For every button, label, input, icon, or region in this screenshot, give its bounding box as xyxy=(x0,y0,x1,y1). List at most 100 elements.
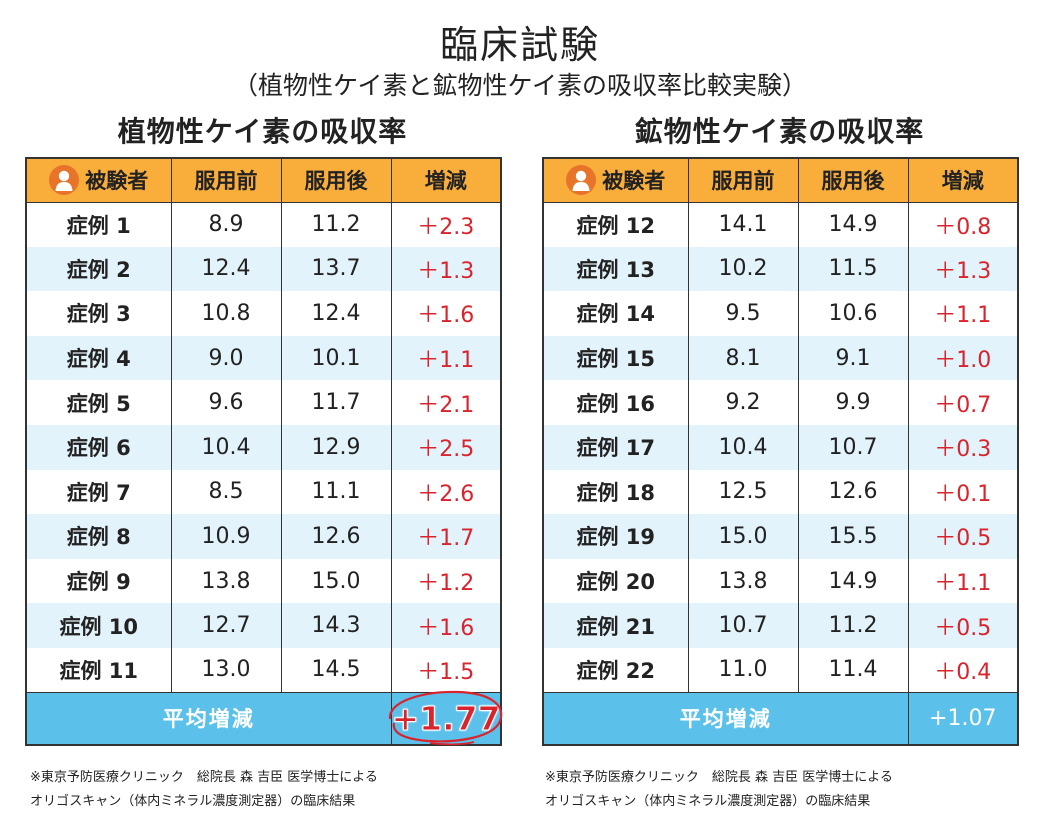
case-cell: 症例 3 xyxy=(26,291,172,336)
after-column-header: 服用後 xyxy=(798,158,909,203)
mineral-table-heading: 鉱物性ケイ素の吸収率 xyxy=(634,115,925,148)
mineral-silica-table: 被験者 服用前 服用後 増減 症例 12 14.1 14.9 ＋0.8 症例 13 10.… xyxy=(542,157,1019,746)
case-cell: 症例 22 xyxy=(543,647,689,693)
delta-value-cell: ＋1.3 xyxy=(908,246,1018,292)
before-value-cell: 8.9 xyxy=(171,202,282,247)
case-cell: 症例 6 xyxy=(26,424,172,470)
delta-value-cell: ＋0.5 xyxy=(908,603,1018,648)
delta-value-cell: ＋1.1 xyxy=(908,291,1018,336)
case-cell: 症例 19 xyxy=(543,514,689,559)
table-row: 症例 18 12.5 12.6 ＋0.1 xyxy=(543,469,1018,515)
before-value-cell: 10.8 xyxy=(171,291,282,336)
before-value-cell: 9.5 xyxy=(688,291,799,336)
case-cell: 症例 15 xyxy=(543,335,689,381)
after-value-cell: 15.5 xyxy=(798,514,909,559)
table-row: 症例 19 15.0 15.5 ＋0.5 xyxy=(543,514,1018,559)
table-row: 症例 14 9.5 10.6 ＋1.1 xyxy=(543,291,1018,336)
before-value-cell: 8.5 xyxy=(171,469,282,515)
case-cell: 症例 18 xyxy=(543,469,689,515)
delta-value-cell: ＋1.5 xyxy=(391,647,501,693)
table-row: 症例 22 11.0 11.4 ＋0.4 xyxy=(543,647,1018,693)
table-row: 症例 9 13.8 15.0 ＋1.2 xyxy=(26,558,501,604)
after-column-header: 服用後 xyxy=(281,158,392,203)
table-row: 症例 5 9.6 11.7 ＋2.1 xyxy=(26,380,501,425)
before-value-cell: 9.0 xyxy=(171,335,282,381)
subject-column-label: 被験者 xyxy=(85,169,149,194)
after-value-cell: 9.1 xyxy=(798,335,909,381)
plant-silica-panel: 植物性ケイ素の吸収率 被験者 服用前 服用後 増減 xyxy=(25,113,502,746)
after-value-cell: 14.3 xyxy=(281,603,392,648)
table-row: 症例 13 10.2 11.5 ＋1.3 xyxy=(543,246,1018,292)
before-value-cell: 10.2 xyxy=(688,246,799,292)
case-cell: 症例 10 xyxy=(26,603,172,648)
before-value-cell: 9.6 xyxy=(171,380,282,425)
delta-value-cell: ＋0.1 xyxy=(908,469,1018,515)
delta-value-cell: ＋1.3 xyxy=(391,246,501,292)
delta-column-header: 増減 xyxy=(908,158,1018,203)
after-value-cell: 10.1 xyxy=(281,335,392,381)
footnote-line-1: ※東京予防医療クリニック 総院長 森 吉臣 医学博士による xyxy=(545,770,893,785)
average-value-cell: +1.77 xyxy=(388,690,502,746)
case-cell: 症例 4 xyxy=(26,335,172,381)
page-title: 臨床試験 xyxy=(439,23,600,67)
before-value-cell: 11.0 xyxy=(688,647,799,693)
person-icon xyxy=(566,165,597,196)
before-value-cell: 12.7 xyxy=(171,603,282,648)
average-label: 平均増減 xyxy=(26,692,392,745)
table-row: 症例 8 10.9 12.6 ＋1.7 xyxy=(26,514,501,559)
plant-footnote: ※東京予防医療クリニック 総院長 森 吉臣 医学博士による オリゴスキャン（体内… xyxy=(30,766,378,814)
plant-silica-table: 被験者 服用前 服用後 増減 症例 1 8.9 11.2 ＋2.3 症例 2 12.4 13… xyxy=(25,157,502,746)
table-row: 症例 2 12.4 13.7 ＋1.3 xyxy=(26,246,501,292)
case-cell: 症例 5 xyxy=(26,380,172,425)
footnote-line-1: ※東京予防医療クリニック 総院長 森 吉臣 医学博士による xyxy=(30,770,378,785)
case-cell: 症例 16 xyxy=(543,380,689,425)
table-row: 症例 7 8.5 11.1 ＋2.6 xyxy=(26,469,501,515)
delta-value-cell: ＋2.1 xyxy=(391,380,501,425)
subject-column-header: 被験者 xyxy=(543,158,689,203)
delta-value-cell: ＋1.6 xyxy=(391,291,501,336)
before-value-cell: 10.4 xyxy=(171,424,282,470)
plant-table-heading: 植物性ケイ素の吸収率 xyxy=(117,115,408,148)
delta-value-cell: ＋0.4 xyxy=(908,647,1018,693)
mineral-average-value: +1.07 xyxy=(908,692,1018,745)
footnote-line-2: オリゴスキャン（体内ミネラル濃度測定器）の臨床結果 xyxy=(30,794,356,809)
mineral-silica-panel: 鉱物性ケイ素の吸収率 被験者 服用前 服用後 増減 xyxy=(542,113,1019,746)
after-value-cell: 14.9 xyxy=(798,202,909,247)
person-icon xyxy=(49,165,80,196)
after-value-cell: 10.6 xyxy=(798,291,909,336)
after-value-cell: 11.2 xyxy=(281,202,392,247)
delta-value-cell: ＋0.8 xyxy=(908,202,1018,247)
delta-value-cell: ＋1.1 xyxy=(908,558,1018,604)
after-value-cell: 12.6 xyxy=(281,514,392,559)
footnote-line-2: オリゴスキャン（体内ミネラル濃度測定器）の臨床結果 xyxy=(545,794,871,809)
mineral-footnote: ※東京予防医療クリニック 総院長 森 吉臣 医学博士による オリゴスキャン（体内… xyxy=(545,766,893,814)
table-row: 症例 21 10.7 11.2 ＋0.5 xyxy=(543,603,1018,648)
before-value-cell: 14.1 xyxy=(688,202,799,247)
case-cell: 症例 7 xyxy=(26,469,172,515)
before-value-cell: 12.5 xyxy=(688,469,799,515)
delta-value-cell: ＋2.6 xyxy=(391,469,501,515)
case-cell: 症例 8 xyxy=(26,514,172,559)
before-value-cell: 15.0 xyxy=(688,514,799,559)
before-value-cell: 9.2 xyxy=(688,380,799,425)
subject-column-label: 被験者 xyxy=(602,169,666,194)
before-value-cell: 13.8 xyxy=(171,558,282,604)
case-cell: 症例 21 xyxy=(543,603,689,648)
subject-column-header: 被験者 xyxy=(26,158,172,203)
table-row: 症例 11 13.0 14.5 ＋1.5 xyxy=(26,647,501,693)
after-value-cell: 11.4 xyxy=(798,647,909,693)
after-value-cell: 11.1 xyxy=(281,469,392,515)
table-header-row: 被験者 服用前 服用後 増減 xyxy=(543,158,1018,203)
after-value-cell: 9.9 xyxy=(798,380,909,425)
delta-column-header: 増減 xyxy=(391,158,501,203)
case-cell: 症例 9 xyxy=(26,558,172,604)
before-column-header: 服用前 xyxy=(688,158,799,203)
after-value-cell: 12.4 xyxy=(281,291,392,336)
case-cell: 症例 12 xyxy=(543,202,689,247)
table-row: 症例 17 10.4 10.7 ＋0.3 xyxy=(543,424,1018,470)
after-value-cell: 15.0 xyxy=(281,558,392,604)
before-column-header: 服用前 xyxy=(171,158,282,203)
delta-value-cell: ＋1.7 xyxy=(391,514,501,559)
before-value-cell: 13.8 xyxy=(688,558,799,604)
delta-value-cell: ＋0.7 xyxy=(908,380,1018,425)
